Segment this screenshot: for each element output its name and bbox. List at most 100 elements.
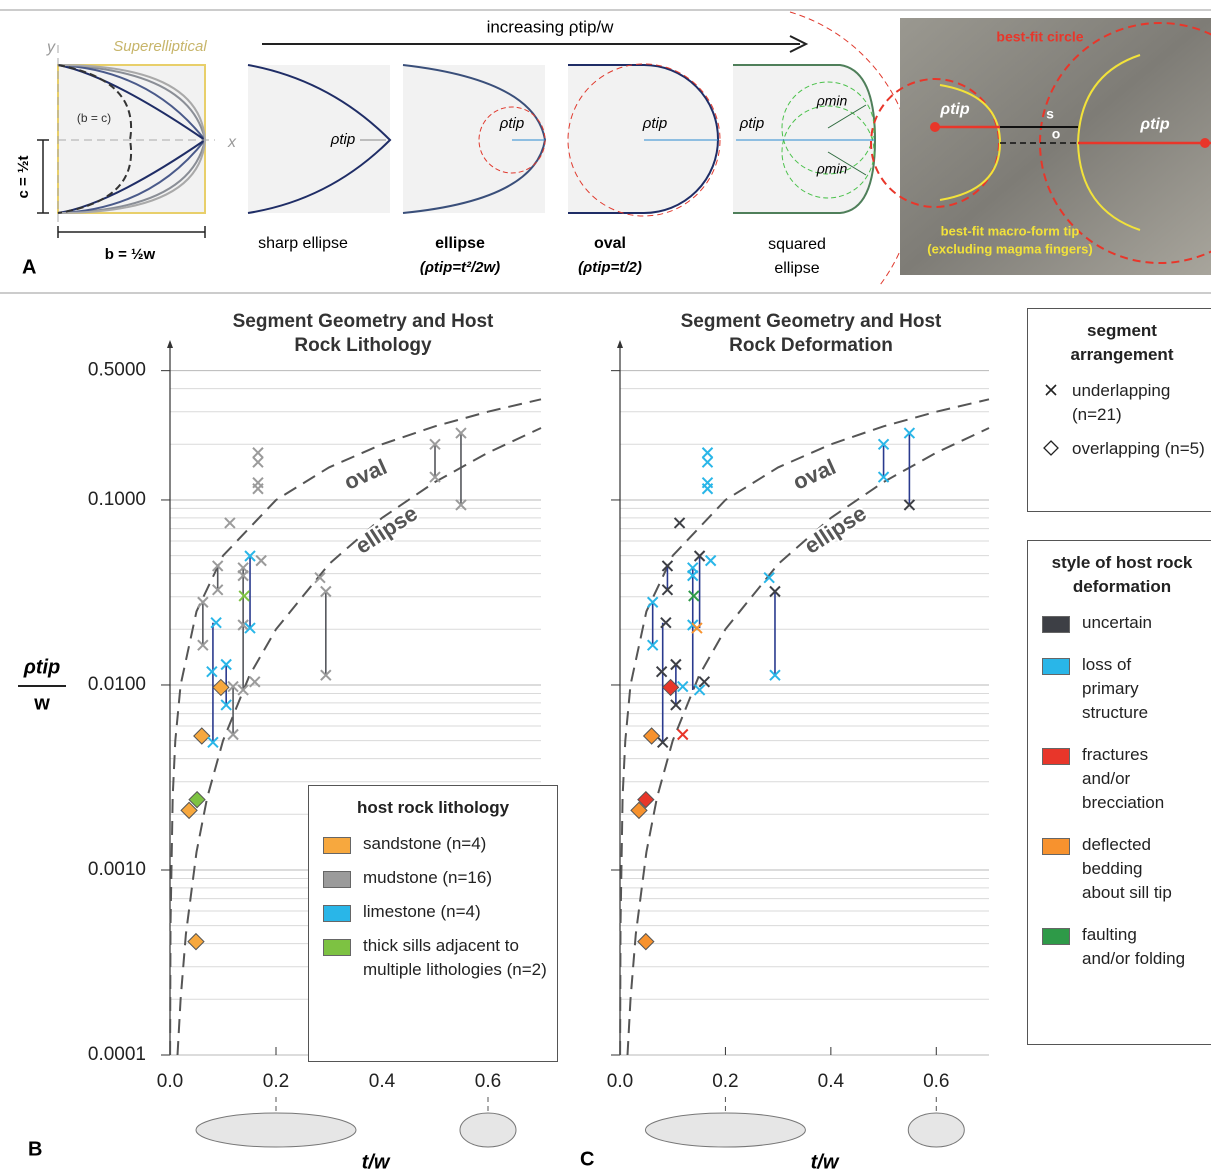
tip-label: ρtip xyxy=(330,131,355,148)
legend-label: thick sills adjacent to multiple litholo… xyxy=(363,934,549,982)
shape-icon xyxy=(908,1113,964,1147)
x-tick-label: 0.2 xyxy=(712,1071,738,1092)
legend-swatch xyxy=(1042,928,1070,945)
shape-name: ellipse xyxy=(435,235,485,252)
legend-swatch xyxy=(1042,748,1070,765)
legend-item: loss of primary structure xyxy=(1042,653,1186,725)
shape-icon xyxy=(460,1113,516,1147)
legend: segment arrangement underlapping (n=21) … xyxy=(1027,308,1211,512)
curve-label: ellipse xyxy=(800,500,871,558)
legend-item: faulting and/or folding xyxy=(1042,923,1186,971)
point xyxy=(253,457,263,467)
y-tick-label: 0.0001 xyxy=(88,1044,146,1065)
label: Superelliptical xyxy=(113,38,207,55)
point xyxy=(239,591,249,601)
shape-bg xyxy=(403,65,545,213)
photo-label: best-fit circle xyxy=(996,29,1083,45)
point xyxy=(657,667,667,677)
x-tick-label: 0.0 xyxy=(607,1071,633,1092)
arrow-label: increasing ρtip/w xyxy=(487,17,615,36)
tip-label: ρtip xyxy=(499,115,524,132)
tip-label: ρtip xyxy=(642,115,667,132)
dot xyxy=(930,122,940,132)
panel-label: B xyxy=(28,1138,42,1160)
superellipse-box xyxy=(58,65,205,213)
legend-item: thick sills adjacent to multiple litholo… xyxy=(323,934,549,982)
point xyxy=(253,448,263,458)
label: (b = c) xyxy=(77,111,111,125)
curve-label: ellipse xyxy=(351,500,422,558)
legend-label: mudstone (n=16) xyxy=(363,866,492,890)
dimension-label: b = ½w xyxy=(105,246,156,263)
curve xyxy=(620,399,989,1055)
y-axis-label: w xyxy=(33,692,50,714)
shape-name: sharp ellipse xyxy=(258,235,348,252)
y-axis-arrow xyxy=(167,340,173,348)
photo-label: s xyxy=(1046,106,1054,122)
photo-label: ρtip xyxy=(1139,116,1169,133)
legend-swatch xyxy=(323,939,351,956)
x-tick-label: 0.6 xyxy=(475,1071,501,1092)
x-axis-label: t/w xyxy=(811,1151,840,1171)
point xyxy=(194,728,210,744)
point xyxy=(703,448,713,458)
point xyxy=(225,518,235,528)
y-tick-label: 0.0100 xyxy=(88,674,146,695)
point xyxy=(644,728,660,744)
panel-label: A xyxy=(22,256,36,278)
point xyxy=(207,667,217,677)
legend-label: loss of primary structure xyxy=(1082,653,1186,725)
legend-label: limestone (n=4) xyxy=(363,900,481,924)
legend-label: faulting and/or folding xyxy=(1082,923,1186,971)
legend-label: deflected bedding about sill tip xyxy=(1082,833,1186,905)
legend-swatch xyxy=(323,837,351,854)
point xyxy=(703,484,713,494)
point xyxy=(706,556,716,566)
x-tick-label: 0.4 xyxy=(818,1071,845,1092)
y-tick-label: 0.1000 xyxy=(88,489,146,510)
photo-label: ρtip xyxy=(939,101,969,118)
chart-title: Segment Geometry and Host Rock Deformati… xyxy=(676,310,946,358)
dot xyxy=(1200,138,1210,148)
legend-item: mudstone (n=16) xyxy=(323,866,549,890)
legend-swatch xyxy=(323,871,351,888)
legend-label: underlapping (n=21) xyxy=(1072,379,1208,427)
point xyxy=(638,934,654,950)
point xyxy=(678,682,688,692)
legend-item: fractures and/or brecciation xyxy=(1042,743,1186,815)
x-tick-label: 0.0 xyxy=(157,1071,183,1092)
legend-swatch xyxy=(1042,658,1070,675)
shape-icon xyxy=(645,1113,805,1147)
point xyxy=(703,457,713,467)
shape-name: squared xyxy=(768,236,826,253)
min-label: ρmin xyxy=(816,161,848,177)
photo-label: best-fit macro-form tip xyxy=(941,223,1080,238)
point xyxy=(678,729,688,739)
x-axis-label: t/w xyxy=(362,1151,391,1171)
legend: style of host rock deformation uncertain… xyxy=(1027,540,1211,1045)
tip-label: ρtip xyxy=(739,115,764,132)
panel-label: C xyxy=(580,1148,594,1170)
legend-swatch xyxy=(1042,838,1070,855)
axis-label: x xyxy=(227,134,237,151)
legend: host rock lithology sandstone (n=4)mudst… xyxy=(308,785,558,1062)
legend-item: uncertain xyxy=(1042,611,1186,635)
dimension-label: c = ½t xyxy=(15,156,32,199)
point xyxy=(188,934,204,950)
shape-formula: (ρtip=t/2) xyxy=(578,259,642,276)
legend-title: segment arrangement xyxy=(1034,319,1210,367)
x-tick-label: 0.6 xyxy=(923,1071,949,1092)
legend-marker xyxy=(1042,439,1062,459)
legend-title: style of host rock deformation xyxy=(1034,551,1210,599)
y-axis-arrow xyxy=(617,340,623,348)
x-tick-label: 0.2 xyxy=(263,1071,289,1092)
shape-name: oval xyxy=(594,235,626,252)
legend-item: sandstone (n=4) xyxy=(323,832,549,856)
legend-item: limestone (n=4) xyxy=(323,900,549,924)
shape-icon xyxy=(196,1113,356,1147)
min-label: ρmin xyxy=(816,93,848,109)
y-tick-label: 0.0010 xyxy=(88,859,146,880)
y-tick-label: 0.5000 xyxy=(88,360,146,381)
shape-formula: (ρtip=t²/2w) xyxy=(420,259,500,276)
legend-label: overlapping (n=5) xyxy=(1072,437,1205,461)
